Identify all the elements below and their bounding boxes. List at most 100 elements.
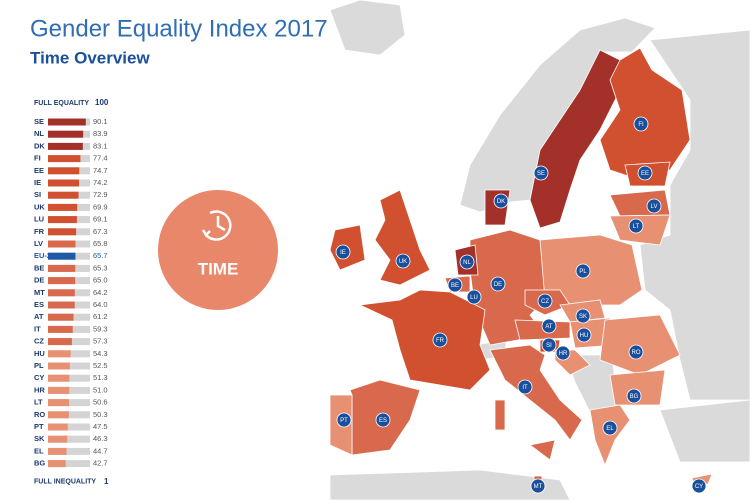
- bar: [48, 435, 68, 443]
- bar: [48, 167, 80, 175]
- bar: [48, 399, 70, 407]
- country-code: HU: [34, 349, 45, 358]
- bar: [48, 447, 67, 455]
- country-marker: [691, 478, 707, 494]
- country-marker: [335, 244, 351, 260]
- country-marker: [493, 193, 509, 209]
- value-label: 42.7: [93, 459, 108, 468]
- value-label: 90.1: [93, 117, 108, 126]
- iceland: [329, 0, 406, 56]
- bar: [48, 142, 83, 150]
- non-eu-east: [639, 29, 750, 401]
- bar: [48, 203, 78, 211]
- value-label: 52.5: [93, 361, 108, 370]
- value-label: 50.6: [93, 398, 108, 407]
- country-code: RO: [34, 410, 45, 419]
- uk: [374, 189, 431, 286]
- country-label: CY: [695, 484, 703, 490]
- country-label: SI: [546, 343, 552, 349]
- country-label: CZ: [541, 299, 549, 305]
- sicily: [529, 439, 556, 461]
- country-label: HU: [580, 333, 589, 339]
- value-label: 65.0: [93, 276, 108, 285]
- bar-track: [48, 435, 90, 443]
- bulgaria: [609, 369, 666, 406]
- bar: [48, 460, 66, 468]
- country-code: PT: [34, 422, 44, 431]
- country-label: UK: [399, 259, 407, 265]
- country-label: DK: [497, 199, 505, 205]
- bar: [48, 155, 81, 163]
- value-label: 83.9: [93, 129, 108, 138]
- country-marker: [530, 478, 546, 494]
- country-code: UK: [34, 202, 45, 211]
- value-label: 57.3: [93, 337, 108, 346]
- value-label: 67.3: [93, 227, 108, 236]
- bar: [48, 118, 86, 126]
- country-code: LU: [34, 215, 44, 224]
- country-marker: [646, 198, 662, 214]
- value-label: 64.0: [93, 300, 108, 309]
- bar: [48, 216, 77, 224]
- country-code: CZ: [34, 337, 44, 346]
- country-marker: [459, 254, 475, 270]
- country-label: LU: [470, 295, 478, 301]
- value-label: 72.9: [93, 190, 108, 199]
- country-marker: [575, 308, 591, 324]
- map: [329, 0, 750, 500]
- country-marker: [633, 116, 649, 132]
- country-marker: [447, 277, 463, 293]
- romania: [599, 314, 681, 376]
- scale-top-value: 100: [95, 98, 109, 107]
- bar-track: [48, 411, 90, 419]
- country-code: HR: [34, 385, 45, 394]
- country-marker: [576, 327, 592, 343]
- country-marker: [628, 218, 644, 234]
- country-marker: [541, 318, 557, 334]
- norway: [459, 17, 656, 213]
- country-marker: [541, 337, 557, 353]
- country-label: LV: [651, 204, 658, 210]
- title: Gender Equality Index 2017: [30, 15, 328, 42]
- value-label: 65.7: [93, 251, 108, 260]
- bar: [48, 179, 80, 187]
- value-label: 46.3: [93, 434, 108, 443]
- country-code: SE: [34, 117, 44, 126]
- badge-label: TIME: [198, 259, 239, 278]
- country-code: IE: [34, 178, 41, 187]
- bar: [48, 289, 75, 297]
- time-badge: [158, 190, 278, 310]
- country-code: EE: [34, 166, 44, 175]
- country-label: SE: [537, 171, 545, 177]
- bar: [48, 301, 75, 309]
- country-label: FR: [436, 338, 445, 344]
- country-label: EL: [606, 426, 614, 432]
- value-label: 77.4: [93, 154, 108, 163]
- country-label: FI: [638, 122, 644, 128]
- country-marker: [466, 289, 482, 305]
- scale-top-label: FULL EQUALITY: [34, 100, 89, 107]
- country-marker: [575, 263, 591, 279]
- country-marker: [375, 412, 391, 428]
- value-label: 74.2: [93, 178, 108, 187]
- value-label: 47.5: [93, 422, 108, 431]
- value-label: 64.2: [93, 288, 108, 297]
- scale-bottom-label: FULL INEQUALITY: [34, 479, 96, 486]
- country-label: AT: [545, 324, 553, 330]
- country-label: NL: [463, 260, 471, 266]
- country-marker: [432, 332, 448, 348]
- subtitle: Time Overview: [30, 48, 150, 67]
- country-code: DE: [34, 276, 44, 285]
- country-marker: [628, 344, 644, 360]
- value-label: 44.7: [93, 446, 108, 455]
- country-label: HR: [559, 351, 568, 357]
- country-label: PT: [340, 418, 348, 424]
- country-marker: [395, 253, 411, 269]
- value-label: 61.2: [93, 312, 108, 321]
- latvia: [609, 189, 671, 217]
- country-code: BE: [34, 263, 44, 272]
- bar: [48, 386, 70, 394]
- country-label: PL: [579, 269, 587, 275]
- country-label: LT: [633, 224, 640, 230]
